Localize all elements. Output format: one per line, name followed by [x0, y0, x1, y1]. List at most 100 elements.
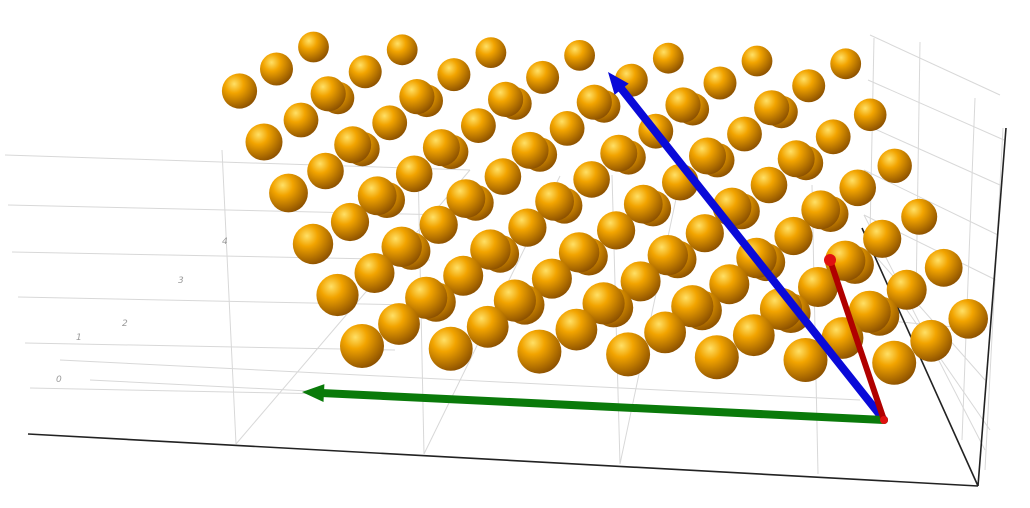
atom-sphere	[839, 169, 876, 207]
atom-sphere	[395, 155, 433, 193]
atom-sphere	[948, 299, 988, 339]
atom-sphere	[549, 110, 585, 146]
atom-sphere	[475, 37, 507, 68]
grid-line	[869, 249, 986, 381]
grid-line	[915, 41, 921, 301]
atom-sphere	[488, 81, 524, 117]
atom-sphere	[573, 161, 610, 198]
atom-sphere	[644, 311, 686, 354]
grid-line	[863, 169, 999, 236]
atom-sphere	[470, 229, 511, 270]
grid-line	[867, 79, 1005, 141]
atom-sphere	[428, 326, 473, 371]
atom-sphere	[647, 235, 688, 276]
atom-sphere	[511, 131, 549, 169]
atom-sphere	[437, 58, 471, 92]
tick-label-2: 2	[122, 319, 128, 329]
atom-sphere	[703, 66, 737, 100]
atom-sphere	[848, 290, 891, 333]
atom-sphere	[606, 332, 651, 377]
atom-sphere	[685, 214, 724, 253]
atom-sphere	[354, 253, 395, 293]
atom-sphere	[260, 52, 293, 86]
atom-sphere	[777, 140, 815, 178]
atom-sphere	[269, 173, 308, 213]
atom-sphere	[419, 205, 458, 244]
atom-sphere	[372, 105, 408, 141]
atom-sphere	[334, 126, 372, 164]
atom-sphere	[863, 219, 902, 258]
atom-sphere	[517, 329, 562, 374]
atom-sphere	[872, 340, 917, 385]
grid-line	[4, 154, 471, 171]
atom-sphere	[597, 211, 636, 250]
atom-sphere	[405, 276, 448, 319]
atom-sphere	[422, 129, 460, 167]
atom-sphere	[741, 45, 773, 77]
grid-line	[59, 359, 861, 401]
atom-sphere	[340, 324, 384, 368]
a-vector-arrowhead	[608, 72, 629, 95]
lattice-vectors	[302, 72, 888, 424]
grid-line	[869, 34, 1001, 96]
atom-sphere	[316, 273, 359, 317]
grid-line	[221, 149, 237, 445]
atom-sphere	[689, 137, 726, 175]
atom-sphere	[694, 335, 739, 380]
axis-tick-labels: 0 1 2 3 4	[56, 237, 228, 385]
atom-sphere	[378, 303, 420, 345]
c-vector-shaft	[827, 257, 887, 423]
atom-sphere	[750, 166, 788, 204]
atom-sphere	[330, 202, 370, 242]
atom-sphere	[783, 338, 828, 382]
grid-line	[984, 127, 1004, 471]
atom-sphere	[924, 248, 963, 287]
front-axis-line	[27, 433, 979, 487]
atom-sphere	[292, 223, 334, 265]
atom-sphere	[754, 90, 790, 126]
atom-sphere	[801, 190, 841, 230]
atom-sphere	[901, 198, 938, 235]
atom-layer	[221, 31, 988, 385]
atom-sphere	[564, 40, 595, 71]
grid-line	[865, 124, 1001, 186]
atom-sphere	[245, 123, 283, 161]
atom-sphere	[526, 60, 560, 94]
origin-point	[880, 416, 888, 424]
right-axis-line	[977, 127, 1007, 487]
atom-sphere	[582, 282, 625, 325]
atom-sphere	[792, 69, 826, 103]
atom-sphere	[307, 152, 344, 190]
atom-sphere	[443, 255, 484, 296]
atom-sphere	[798, 267, 838, 307]
grid-line	[961, 97, 976, 441]
atom-sphere	[671, 285, 714, 328]
tick-label-3: 3	[178, 276, 184, 286]
atom-sphere	[484, 158, 522, 195]
atom-sphere	[620, 261, 661, 302]
tick-label-0: 0	[56, 375, 62, 385]
atom-sphere	[910, 319, 953, 362]
c-vector-tip	[824, 254, 836, 266]
atom-sphere	[399, 79, 435, 115]
atom-sphere	[283, 102, 319, 138]
atom-sphere	[531, 258, 572, 299]
atom-sphere	[310, 76, 346, 112]
a-vector-shaft	[617, 85, 888, 424]
atom-sphere	[623, 184, 663, 224]
atom-sphere	[853, 98, 887, 132]
atom-sphere	[466, 305, 509, 348]
atom-sphere	[886, 269, 927, 310]
atom-sphere	[508, 208, 547, 247]
atom-sphere	[493, 279, 536, 322]
atom-sphere	[535, 182, 574, 221]
atom-sphere	[774, 216, 813, 256]
grid-line	[11, 251, 431, 261]
grid-line	[869, 37, 875, 236]
atom-sphere	[221, 73, 258, 109]
atom-sphere	[555, 308, 598, 351]
atom-sphere	[348, 55, 382, 89]
grid-line	[24, 342, 396, 351]
atom-sphere	[558, 232, 600, 273]
